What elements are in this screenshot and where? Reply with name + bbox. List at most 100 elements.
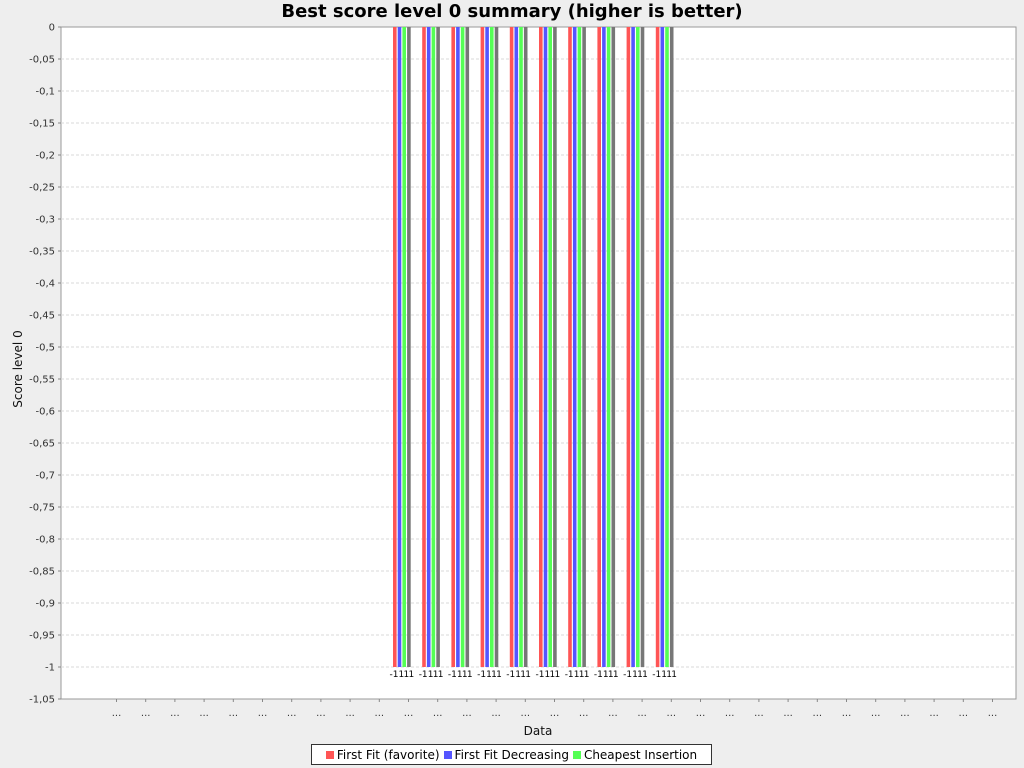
x-tick-label: ... <box>842 708 852 719</box>
y-tick-label: -0,75 <box>29 503 55 514</box>
data-label: -1 <box>448 670 457 680</box>
x-tick-label: ... <box>199 708 209 719</box>
data-label: 1 <box>428 670 434 680</box>
legend-label: First Fit Decreasing <box>454 747 569 762</box>
legend-swatch-blue <box>443 750 452 759</box>
data-label: 1 <box>438 670 444 680</box>
x-tick-label: ... <box>229 708 239 719</box>
y-tick-label: -0,05 <box>29 55 55 66</box>
bar <box>665 27 669 667</box>
legend-swatch-green <box>572 750 581 759</box>
bar <box>465 27 470 667</box>
data-label: 1 <box>666 670 672 680</box>
bar <box>553 27 557 667</box>
data-label: 1 <box>545 670 551 680</box>
bar <box>402 27 406 667</box>
data-label: -1 <box>594 670 603 680</box>
y-tick-label: -0,1 <box>35 87 55 98</box>
legend-swatch-red <box>325 750 334 759</box>
x-tick-label: ... <box>316 708 326 719</box>
data-label: 1 <box>496 670 502 680</box>
bar <box>407 27 411 667</box>
x-tick-label: ... <box>900 708 910 719</box>
bar <box>669 27 674 667</box>
x-tick-label: ... <box>929 708 939 719</box>
data-label: 1 <box>462 670 468 680</box>
bar <box>568 27 572 667</box>
y-axis-title: Score level 0 <box>11 330 25 407</box>
data-label: 1 <box>491 670 497 680</box>
y-tick-label: -0,15 <box>29 119 55 130</box>
data-label: 1 <box>555 670 561 680</box>
bar <box>456 27 460 667</box>
x-tick-label: ... <box>433 708 443 719</box>
data-label: -1 <box>390 670 399 680</box>
bars <box>393 27 674 667</box>
data-label: -1 <box>506 670 515 680</box>
data-label: 1 <box>515 670 521 680</box>
data-label: -1 <box>419 670 428 680</box>
x-tick-label: ... <box>491 708 501 719</box>
x-tick-label: ... <box>521 708 531 719</box>
bar <box>539 27 543 667</box>
plot-area <box>60 26 1017 700</box>
x-tick-label: ... <box>170 708 180 719</box>
bar <box>485 27 489 667</box>
bar <box>514 27 519 667</box>
data-label: 1 <box>404 670 410 680</box>
data-label: -1 <box>623 670 632 680</box>
data-label: -1 <box>652 670 661 680</box>
x-axis-title: Data <box>524 724 553 738</box>
legend-item-first-fit: First Fit (favorite) <box>325 748 440 762</box>
bar <box>490 27 494 667</box>
legend-item-first-fit-decreasing: First Fit Decreasing <box>443 747 569 762</box>
data-label: 1 <box>467 670 473 680</box>
y-tick-label: -0,45 <box>29 311 55 322</box>
y-tick-label: -0,5 <box>35 343 55 354</box>
data-label: 1 <box>525 670 531 680</box>
y-tick-label: -0,55 <box>29 375 55 386</box>
x-tick-label: ... <box>959 708 969 719</box>
y-tick-label: -0,95 <box>29 631 55 642</box>
data-label: 1 <box>550 670 556 680</box>
bar <box>523 27 528 667</box>
data-label: 1 <box>520 670 526 680</box>
x-tick-label: ... <box>608 708 618 719</box>
x-tick-label: ... <box>725 708 735 719</box>
y-tick-label: -0,85 <box>29 567 55 578</box>
x-tick-label: ... <box>287 708 297 719</box>
x-tick-label: ... <box>637 708 647 719</box>
bar <box>480 27 485 667</box>
data-label: 1 <box>642 670 648 680</box>
bar <box>397 27 402 667</box>
data-label: 1 <box>409 670 415 680</box>
y-tick-label: -0,9 <box>35 599 55 610</box>
bar <box>611 27 616 667</box>
y-tick-label: -0,2 <box>35 151 55 162</box>
bar <box>543 27 548 667</box>
bar <box>451 27 455 667</box>
bar <box>597 27 601 667</box>
x-tick-label: ... <box>112 708 122 719</box>
y-tick-label: -0,25 <box>29 183 55 194</box>
y-tick-label: -0,65 <box>29 439 55 450</box>
data-label: 1 <box>486 670 492 680</box>
data-label: 1 <box>574 670 580 680</box>
data-label: -1 <box>536 670 545 680</box>
bar <box>640 27 645 667</box>
x-axis-ticks: ........................................… <box>112 699 997 719</box>
x-tick-label: ... <box>871 708 881 719</box>
data-label: 1 <box>661 670 667 680</box>
x-tick-label: ... <box>579 708 589 719</box>
data-label: 1 <box>433 670 439 680</box>
data-label: 1 <box>603 670 609 680</box>
bar <box>509 27 514 667</box>
grid-lines <box>61 58 1016 668</box>
legend-item-cheapest-insertion: Cheapest Insertion <box>572 748 697 762</box>
bar <box>426 27 431 667</box>
data-label: 1 <box>579 670 585 680</box>
bar <box>602 27 606 667</box>
data-label: 1 <box>671 670 677 680</box>
x-tick-label: ... <box>462 708 472 719</box>
